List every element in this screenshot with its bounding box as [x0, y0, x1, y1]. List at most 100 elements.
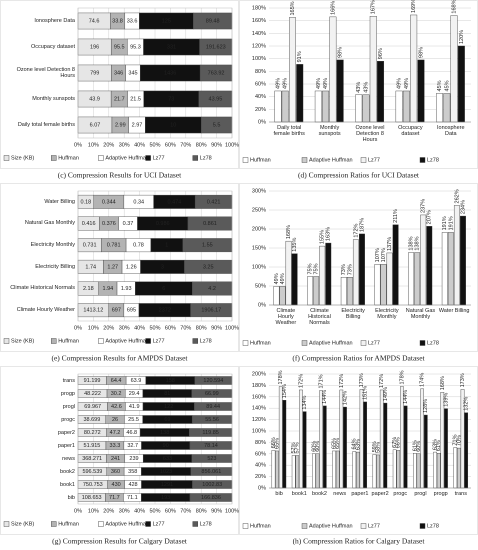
value-label: 71.1 [127, 495, 138, 501]
value-label: 89.48 [206, 18, 220, 24]
value-label: 49% [274, 273, 280, 284]
x-tick-label: 60% [165, 142, 176, 148]
value-label: 168% [286, 225, 292, 239]
value-label: 0.421 [207, 199, 221, 205]
plot-frame [77, 190, 233, 322]
x-tick-label: 40% [134, 508, 145, 514]
legend-swatch [242, 157, 249, 163]
x-tick-label: Ozone level Detection 8 Hours [355, 125, 385, 143]
legend-label: Huffman [250, 523, 271, 529]
bar [417, 59, 425, 123]
value-label: 0.18 [81, 199, 92, 205]
panel-frame [0, 0, 239, 169]
x-tick-label: book2 [311, 491, 327, 497]
y-tick-label-box: bib [67, 494, 75, 501]
y-tick-label-box: trans [63, 378, 75, 384]
value-label: 191.623 [206, 44, 226, 50]
legend-swatch [301, 157, 308, 163]
value-label: 2372 [159, 308, 171, 314]
value-label: 132% [464, 397, 470, 411]
y-tick-label-box: Climate Hourly Weather [17, 307, 75, 313]
value-label: 60% [416, 441, 422, 452]
bar [372, 454, 377, 489]
legend-label: Adaptive Huffman [105, 338, 149, 344]
value-label: 63% [433, 439, 439, 450]
value-label: 67% [392, 437, 398, 448]
x-tick-label: 80% [196, 508, 207, 514]
value-label: 1436 [164, 70, 176, 76]
value-label: 33.8 [112, 18, 123, 24]
x-tick-label-box: paper2 [371, 491, 389, 497]
caption: (h) Compression Ratios for Calgary Datas… [293, 537, 426, 546]
y-tick-label: progl [62, 403, 75, 410]
x-tick-label: 20% [103, 142, 114, 148]
y-tick-label: 250% [252, 207, 266, 213]
value-label: 207% [427, 210, 433, 224]
y-tick-label: 50% [255, 283, 266, 289]
value-label: 30.2 [111, 391, 122, 397]
y-tick-label-box: Ozone level Detection 8 Hours [17, 67, 75, 79]
value-label: 57% [295, 442, 301, 453]
legend-label: Lz78 [427, 157, 439, 163]
value-label: 799 [90, 70, 99, 76]
value-label: 59% [372, 441, 378, 452]
x-tick-label-box: Ozone level Detection 8 Hours [355, 125, 385, 143]
bar [291, 455, 296, 489]
value-label: 196 [90, 44, 99, 50]
value-label: 32.7 [127, 443, 138, 449]
y-tick-label: bib [67, 494, 75, 501]
bar [312, 453, 316, 489]
x-tick-label: Electricity Billing [341, 308, 365, 320]
value-label: 0.34 [133, 199, 144, 205]
legend-label: Huffman [58, 338, 79, 344]
bar [377, 61, 385, 123]
value-label: 138% [409, 236, 415, 250]
bar [380, 264, 387, 306]
value-label: 3 [161, 264, 164, 270]
bar [313, 276, 320, 306]
value-label: 187% [359, 218, 365, 232]
value-label: 139% [443, 393, 449, 407]
y-tick-label: Natural Gas Monthly [24, 220, 75, 227]
bar [443, 93, 451, 123]
value-label: 137% [387, 237, 393, 251]
panel-frame [0, 183, 239, 352]
value-label: 49% [404, 78, 410, 89]
legend-swatch [419, 340, 426, 346]
value-label: 95.5 [114, 44, 125, 50]
x-tick-label: Electricity Monthly [375, 308, 399, 320]
legend-label: Lz78 [427, 523, 439, 529]
bar [279, 286, 286, 306]
value-label: 241 [111, 456, 120, 462]
value-label: 3.25 [203, 264, 214, 270]
legend-swatch [360, 523, 367, 529]
y-tick-label-box: news [62, 455, 75, 462]
value-label: 234% [460, 200, 466, 214]
y-tick-label: 150% [252, 245, 266, 251]
value-label: 172% [339, 374, 345, 388]
x-tick-label: 10% [88, 325, 99, 331]
legend-swatch [242, 523, 249, 529]
x-tick-label-box: progl [414, 491, 426, 497]
value-label: 75% [308, 263, 314, 274]
bar [359, 233, 365, 306]
bar [436, 93, 444, 123]
y-tick-label-box: paper2 [58, 430, 75, 436]
x-tick-label: paper2 [371, 491, 389, 497]
value-label: 95.3 [130, 44, 141, 50]
value-label: 49% [316, 78, 322, 89]
y-tick-label: book1 [60, 481, 75, 488]
y-tick-label: news [62, 455, 75, 462]
value-label: 70% [456, 435, 462, 446]
bar [403, 405, 408, 489]
y-tick-label: 160% [252, 18, 266, 24]
x-tick-label: Natural Gas Monthly [405, 308, 436, 320]
value-label: 89.44 [206, 404, 220, 410]
y-tick-label: 180% [252, 383, 266, 389]
y-tick-label-box: Climate Historical Normals [10, 286, 75, 292]
x-tick-label: trans [454, 491, 467, 497]
value-label: 191% [442, 216, 448, 230]
y-tick-label: 120% [252, 43, 266, 49]
value-label: 60% [315, 441, 321, 452]
value-label: 33.6 [127, 18, 138, 24]
